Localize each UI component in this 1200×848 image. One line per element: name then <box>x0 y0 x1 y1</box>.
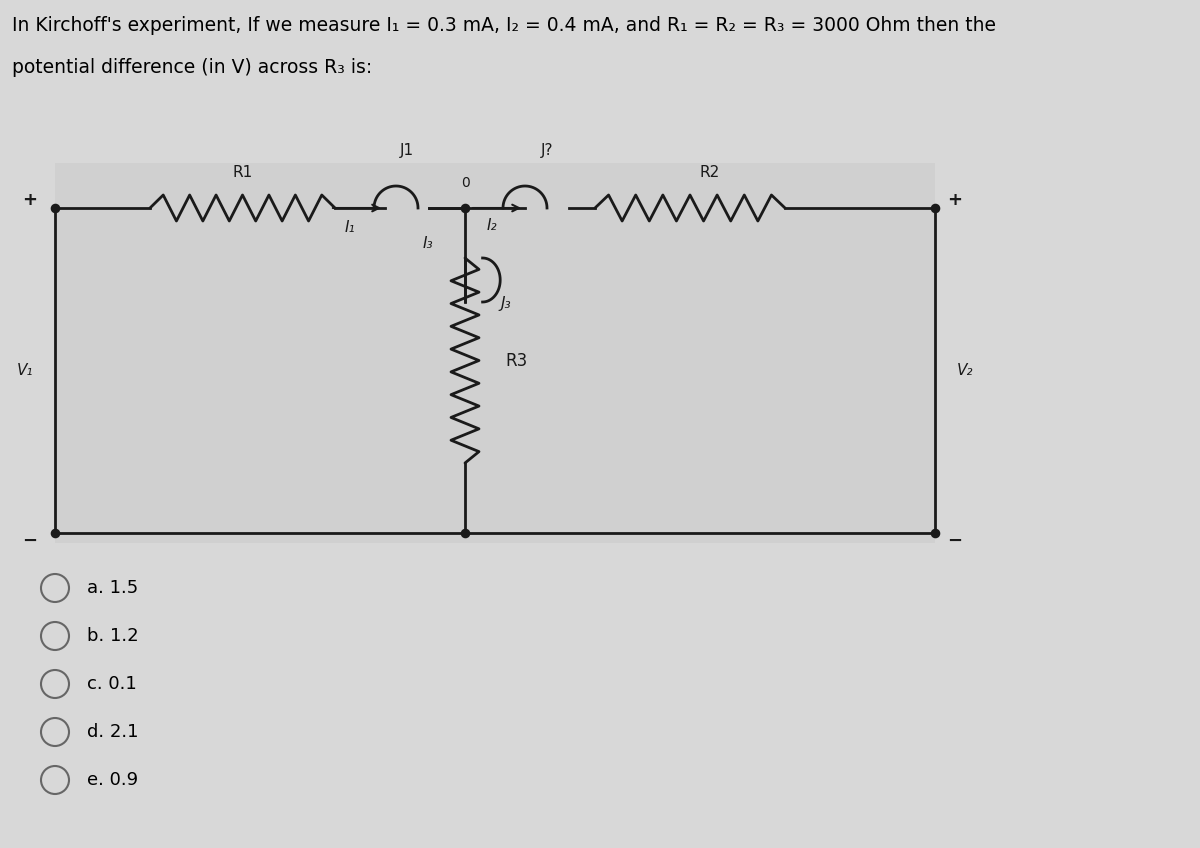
Text: c. 0.1: c. 0.1 <box>88 675 137 693</box>
Text: R2: R2 <box>700 165 720 180</box>
Text: V₁: V₁ <box>17 363 34 378</box>
Text: J1: J1 <box>400 143 414 158</box>
Point <box>925 527 944 540</box>
Point <box>456 527 475 540</box>
Text: R3: R3 <box>505 352 527 370</box>
Text: I₂: I₂ <box>487 218 498 233</box>
Text: R1: R1 <box>233 165 253 180</box>
Point <box>456 201 475 215</box>
Text: In Kirchoff's experiment, If we measure I₁ = 0.3 mA, I₂ = 0.4 mA, and R₁ = R₂ = : In Kirchoff's experiment, If we measure … <box>12 16 996 35</box>
Text: a. 1.5: a. 1.5 <box>88 579 138 597</box>
Text: e. 0.9: e. 0.9 <box>88 771 138 789</box>
Text: I₁: I₁ <box>344 220 355 235</box>
Text: J?: J? <box>541 143 553 158</box>
Text: b. 1.2: b. 1.2 <box>88 627 139 645</box>
Text: −: − <box>22 532 37 550</box>
Text: −: − <box>947 532 962 550</box>
Text: potential difference (in V) across R₃ is:: potential difference (in V) across R₃ is… <box>12 58 372 77</box>
Point <box>925 201 944 215</box>
Text: +: + <box>22 191 37 209</box>
FancyBboxPatch shape <box>55 163 935 543</box>
Text: V₂: V₂ <box>958 363 973 378</box>
Text: 0: 0 <box>461 176 469 190</box>
Text: I₃: I₃ <box>422 236 433 250</box>
Text: J₃: J₃ <box>500 296 511 311</box>
Text: +: + <box>947 191 962 209</box>
Point <box>46 527 65 540</box>
Text: d. 2.1: d. 2.1 <box>88 723 138 741</box>
Point <box>46 201 65 215</box>
